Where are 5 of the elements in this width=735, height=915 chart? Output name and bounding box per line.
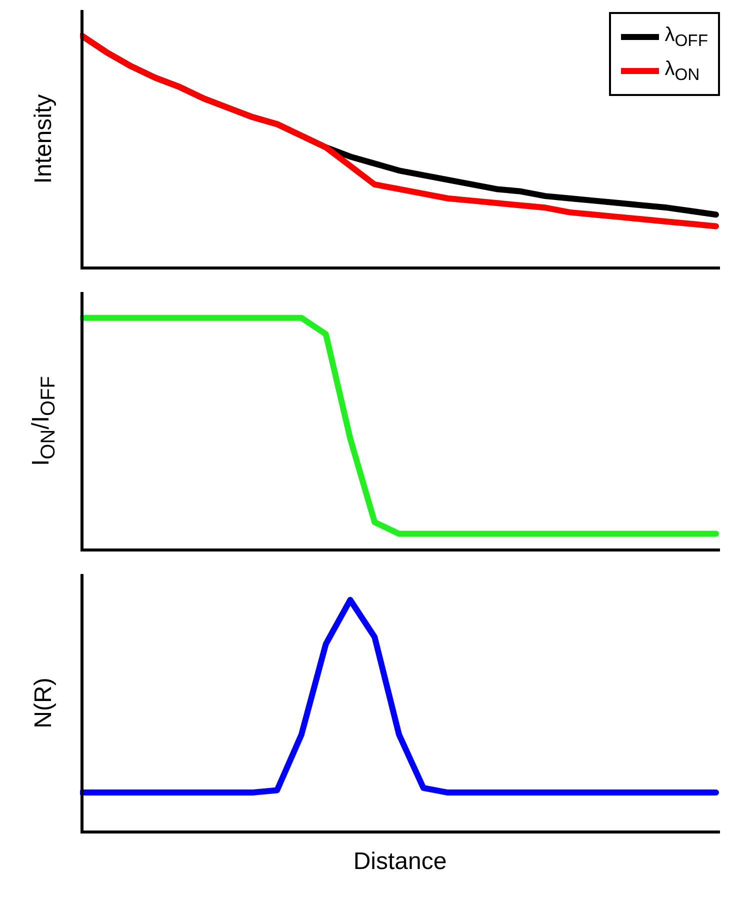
legend-label: λ$_{ON}$ — [664, 58, 700, 84]
y-axis-title: N(R) — [30, 678, 58, 728]
y-axis-title: Intensity — [30, 94, 58, 184]
x-axis-title: Distance — [353, 848, 447, 876]
legend-label: λ$_{OFF}$ — [664, 24, 708, 50]
